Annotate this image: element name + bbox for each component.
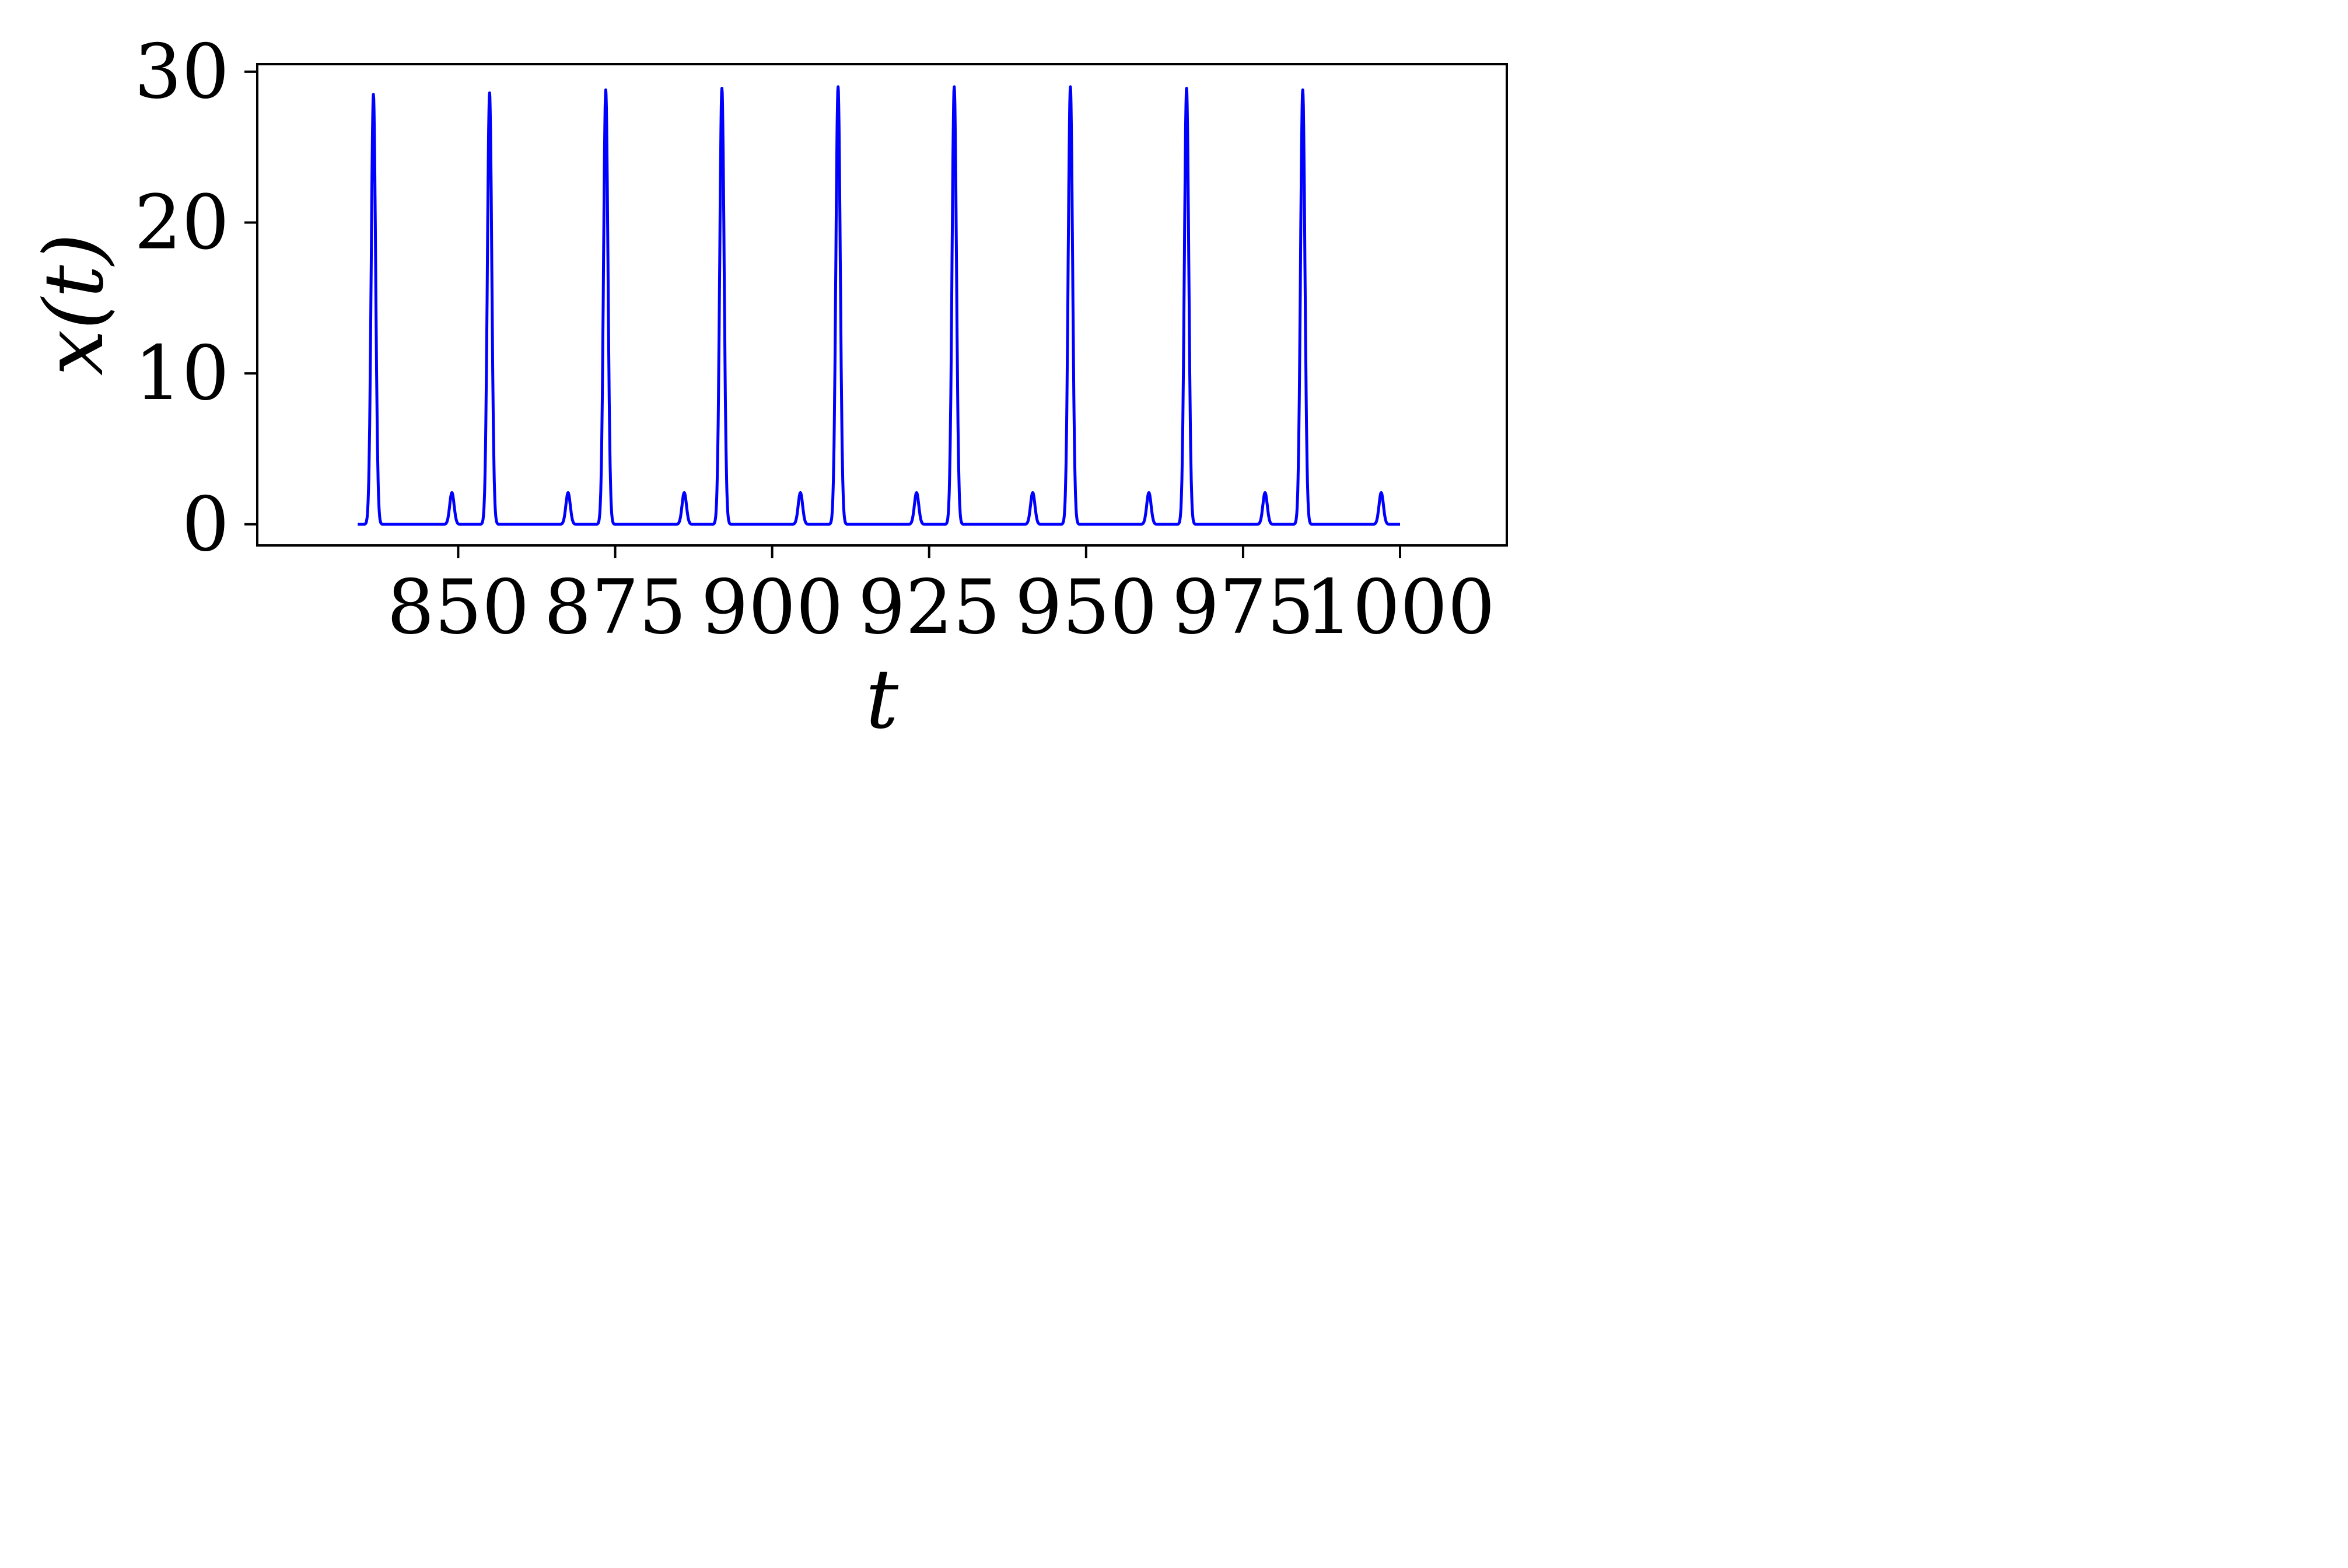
x-tick-label: 950 <box>1015 564 1157 651</box>
x-tick-label: 1000 <box>1305 564 1495 651</box>
series-line <box>356 85 1401 526</box>
x-axis-label: t <box>866 652 899 747</box>
y-tick-label: 20 <box>134 180 229 267</box>
series-layer <box>356 85 1401 526</box>
x-tick-label: 925 <box>858 564 1000 651</box>
x-tick-label: 850 <box>387 564 529 651</box>
y-tick-label: 10 <box>134 330 229 417</box>
y-axis-label: x(t) <box>27 233 122 376</box>
plot-area <box>257 64 1507 545</box>
y-axis-ticks: 0 10 20 30 <box>134 29 257 568</box>
y-tick-label: 0 <box>182 481 229 568</box>
plot-frame <box>256 63 1508 547</box>
x-tick-label: 975 <box>1172 564 1314 651</box>
x-tick-label: 900 <box>701 564 843 651</box>
y-tick-label: 30 <box>134 29 229 116</box>
x-tick-label: 875 <box>544 564 686 651</box>
